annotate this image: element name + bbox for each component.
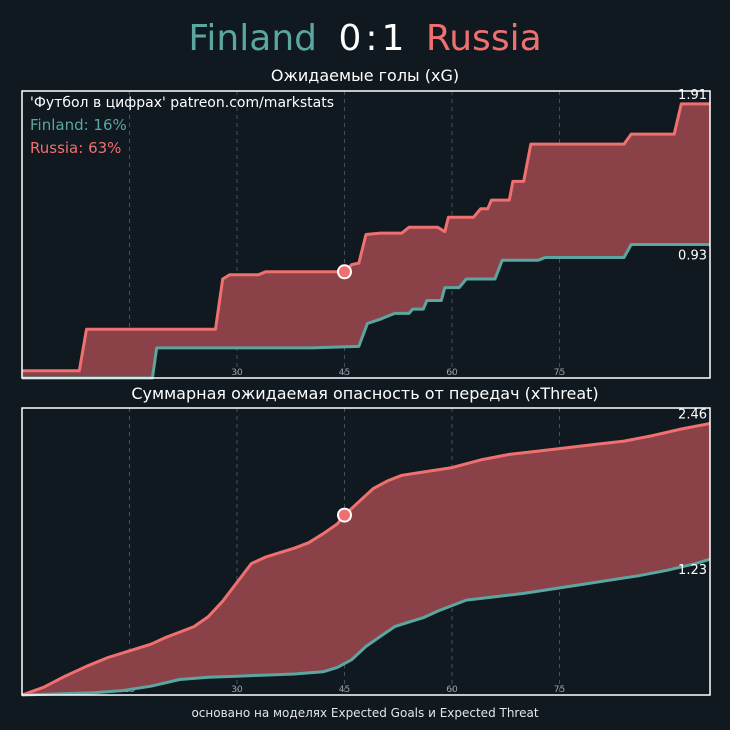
score-header: Finland 0:1 Russia	[0, 12, 730, 66]
x-tick-label-60: 60	[446, 685, 458, 695]
xthreat-chart: 15 30 45 60 752.461.23	[21, 407, 711, 697]
xg-chart: 15304560751.910.93'Футбол в цифрах' patr…	[21, 88, 711, 380]
russia-series-line	[21, 422, 711, 697]
x-tick-label-75: 75	[554, 368, 565, 378]
x-tick-label-45: 45	[339, 685, 350, 695]
finland-series-line	[22, 243, 710, 380]
home-score: 0	[338, 18, 362, 59]
russia-final-value-label: 2.46	[678, 407, 707, 422]
x-tick-label-45: 45	[339, 368, 350, 378]
russia-series-line	[22, 102, 710, 373]
halftime-marker	[337, 264, 352, 280]
away-score: 1	[381, 18, 405, 59]
finland-win-probability: Finland: 16%	[30, 116, 127, 134]
xg-chart-title: Ожидаемые голы (xG)	[270, 66, 460, 85]
score-separator: :	[365, 18, 378, 59]
plot-frame	[21, 407, 711, 696]
footer-note: основано на моделях Expected Goals и Exp…	[191, 706, 539, 720]
plot-frame	[21, 90, 711, 379]
finland-final-value-label: 0.93	[678, 249, 707, 264]
x-tick-label-30: 30	[231, 368, 243, 378]
x-tick-label-75: 75	[554, 685, 565, 695]
xthreat-chart-title: Суммарная ожидаемая опасность от передач…	[131, 384, 599, 403]
finland-final-value-label: 1.23	[678, 563, 707, 578]
source-annotation: 'Футбол в цифрах' patreon.com/markstats	[30, 95, 334, 111]
home-team-name: Finland	[188, 18, 317, 59]
away-team-name: Russia	[425, 18, 542, 59]
finland-series-line	[21, 557, 711, 697]
russia-final-value-label: 1.91	[678, 88, 707, 103]
halftime-marker	[337, 507, 352, 523]
difference-area	[22, 423, 710, 695]
difference-area	[22, 103, 710, 379]
x-tick-label-30: 30	[231, 685, 243, 695]
russia-win-probability: Russia: 63%	[30, 139, 121, 157]
x-tick-label-60: 60	[446, 368, 458, 378]
